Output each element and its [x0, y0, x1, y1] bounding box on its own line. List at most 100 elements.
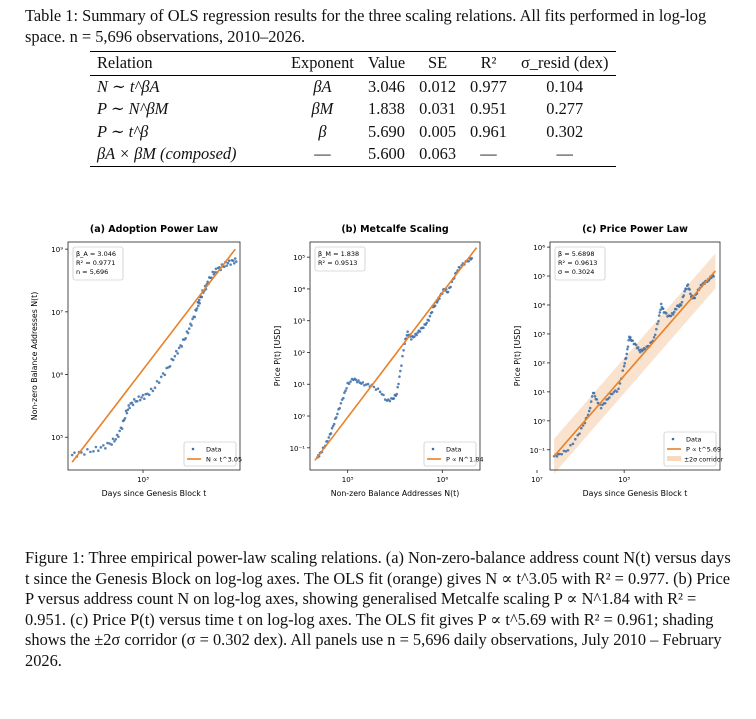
data-point	[636, 346, 640, 349]
data-point	[659, 302, 663, 306]
data-point	[680, 300, 684, 304]
scaling-figure: (a) Adoption Power Law 10⁵ 10⁶ 10⁷ 10⁹ 10³ Day…	[30, 224, 724, 498]
data-point	[143, 397, 146, 401]
y-tick-label: 10³	[293, 318, 305, 326]
data-point	[566, 448, 570, 452]
data-point	[560, 452, 564, 456]
data-point	[653, 333, 657, 337]
data-point	[211, 270, 214, 274]
data-point	[661, 307, 665, 311]
data-point	[213, 270, 217, 274]
data-point	[624, 356, 628, 360]
data-point	[686, 283, 690, 286]
data-point	[168, 365, 172, 368]
cell-exponent: —	[314, 144, 331, 164]
y-tick-label: 10⁴	[533, 302, 545, 310]
x-axis-label: Non-zero Balance Addresses N(t)	[331, 489, 459, 498]
y-tick-label: 10⁷	[51, 309, 63, 317]
data-point	[415, 333, 418, 337]
legend-data-marker	[191, 447, 195, 451]
data-point	[141, 393, 145, 397]
stats-line: R² = 0.9771	[76, 259, 115, 267]
data-point	[357, 379, 360, 382]
data-point	[634, 343, 638, 347]
table-caption-label: Table 1:	[25, 6, 79, 25]
data-point	[682, 294, 686, 297]
data-point	[159, 375, 163, 379]
chart-panel-a: (a) Adoption Power Law 10⁵ 10⁶ 10⁷ 10⁹ 10³ Day…	[30, 224, 242, 498]
table-row: P ∼ t^β β 5.690 0.005 0.961 0.302	[90, 121, 616, 144]
data-point	[422, 326, 425, 330]
y-tick-label: 10²	[293, 349, 305, 357]
legend-data-marker	[431, 447, 435, 451]
data-point	[73, 451, 76, 454]
chart-panel-c: (c) Price Power Law 10⁻¹ 10⁰ 10¹ 10² 10³ 10⁴ 10…	[513, 224, 724, 498]
data-point	[113, 439, 116, 443]
data-point	[664, 312, 668, 315]
data-point	[117, 435, 120, 439]
data-point	[418, 330, 422, 333]
stats-line: R² = 0.9613	[558, 259, 597, 267]
legend-data-label: Data	[206, 446, 222, 454]
cell-value: 1.838	[368, 99, 405, 119]
data-point	[580, 426, 583, 430]
data-point	[629, 336, 632, 339]
data-point	[581, 424, 585, 427]
x-axis-label: Days since Genesis Block t	[102, 489, 207, 498]
legend-fit-label: N ∝ t^3.05	[206, 456, 242, 464]
data-point	[398, 375, 401, 378]
data-point	[672, 310, 676, 314]
data-point	[339, 401, 343, 405]
data-point	[345, 386, 348, 390]
cell-relation: P ∼ N^βM	[97, 99, 169, 119]
y-tick-label: 10¹	[293, 381, 305, 389]
header-sigma: σ_resid (dex)	[520, 53, 609, 73]
y-tick-label: 10⁴	[293, 286, 305, 294]
cell-value: 5.690	[368, 121, 405, 141]
y-tick-label: 10⁹	[51, 246, 63, 254]
data-point	[174, 349, 178, 353]
legend-data-label: Data	[686, 436, 702, 444]
table-caption: Table 1: Summary of OLS regression resul…	[25, 6, 735, 47]
legend-data-marker	[671, 437, 675, 441]
data-point	[683, 289, 686, 293]
data-point	[397, 382, 400, 386]
cell-value: 3.046	[368, 76, 405, 96]
data-point	[137, 395, 141, 398]
data-point	[198, 302, 202, 305]
data-point	[366, 382, 370, 386]
x-tick-label: 10⁵	[342, 476, 354, 484]
axes-frame	[309, 241, 481, 471]
data-point	[392, 397, 396, 400]
data-point	[329, 432, 333, 435]
cell-se: 0.005	[419, 121, 457, 141]
table-row: N ∼ t^βA βA 3.046 0.012 0.977 0.104	[90, 75, 616, 98]
data-point	[378, 390, 382, 394]
cell-sigma: 0.302	[546, 121, 584, 141]
data-point	[416, 331, 419, 334]
legend-fit-label: P ∝ N^1.84	[446, 456, 483, 464]
data-point	[347, 382, 351, 385]
data-point	[338, 406, 342, 410]
data-point	[354, 378, 358, 382]
data-point	[135, 399, 139, 403]
cell-relation: P ∼ t^β	[97, 121, 149, 141]
data-point	[173, 354, 177, 358]
legend-box	[423, 441, 477, 467]
data-point	[157, 381, 161, 384]
cell-r2: 0.961	[470, 121, 507, 141]
data-point	[562, 449, 566, 453]
data-point	[225, 264, 229, 267]
data-point	[382, 393, 385, 397]
data-point	[163, 373, 167, 377]
data-point	[595, 398, 599, 401]
y-tick-label: 10⁵	[293, 254, 305, 262]
y-axis-label: Non-zero Balance Addresses N(t)	[30, 292, 39, 420]
header-value: Value	[367, 53, 406, 73]
x-tick-label: 10³	[137, 476, 149, 484]
stats-box	[314, 246, 366, 272]
data-point	[401, 354, 404, 358]
fit-line	[314, 247, 478, 461]
stats-line: β_M = 1.838	[318, 250, 359, 258]
data-point	[104, 447, 107, 450]
